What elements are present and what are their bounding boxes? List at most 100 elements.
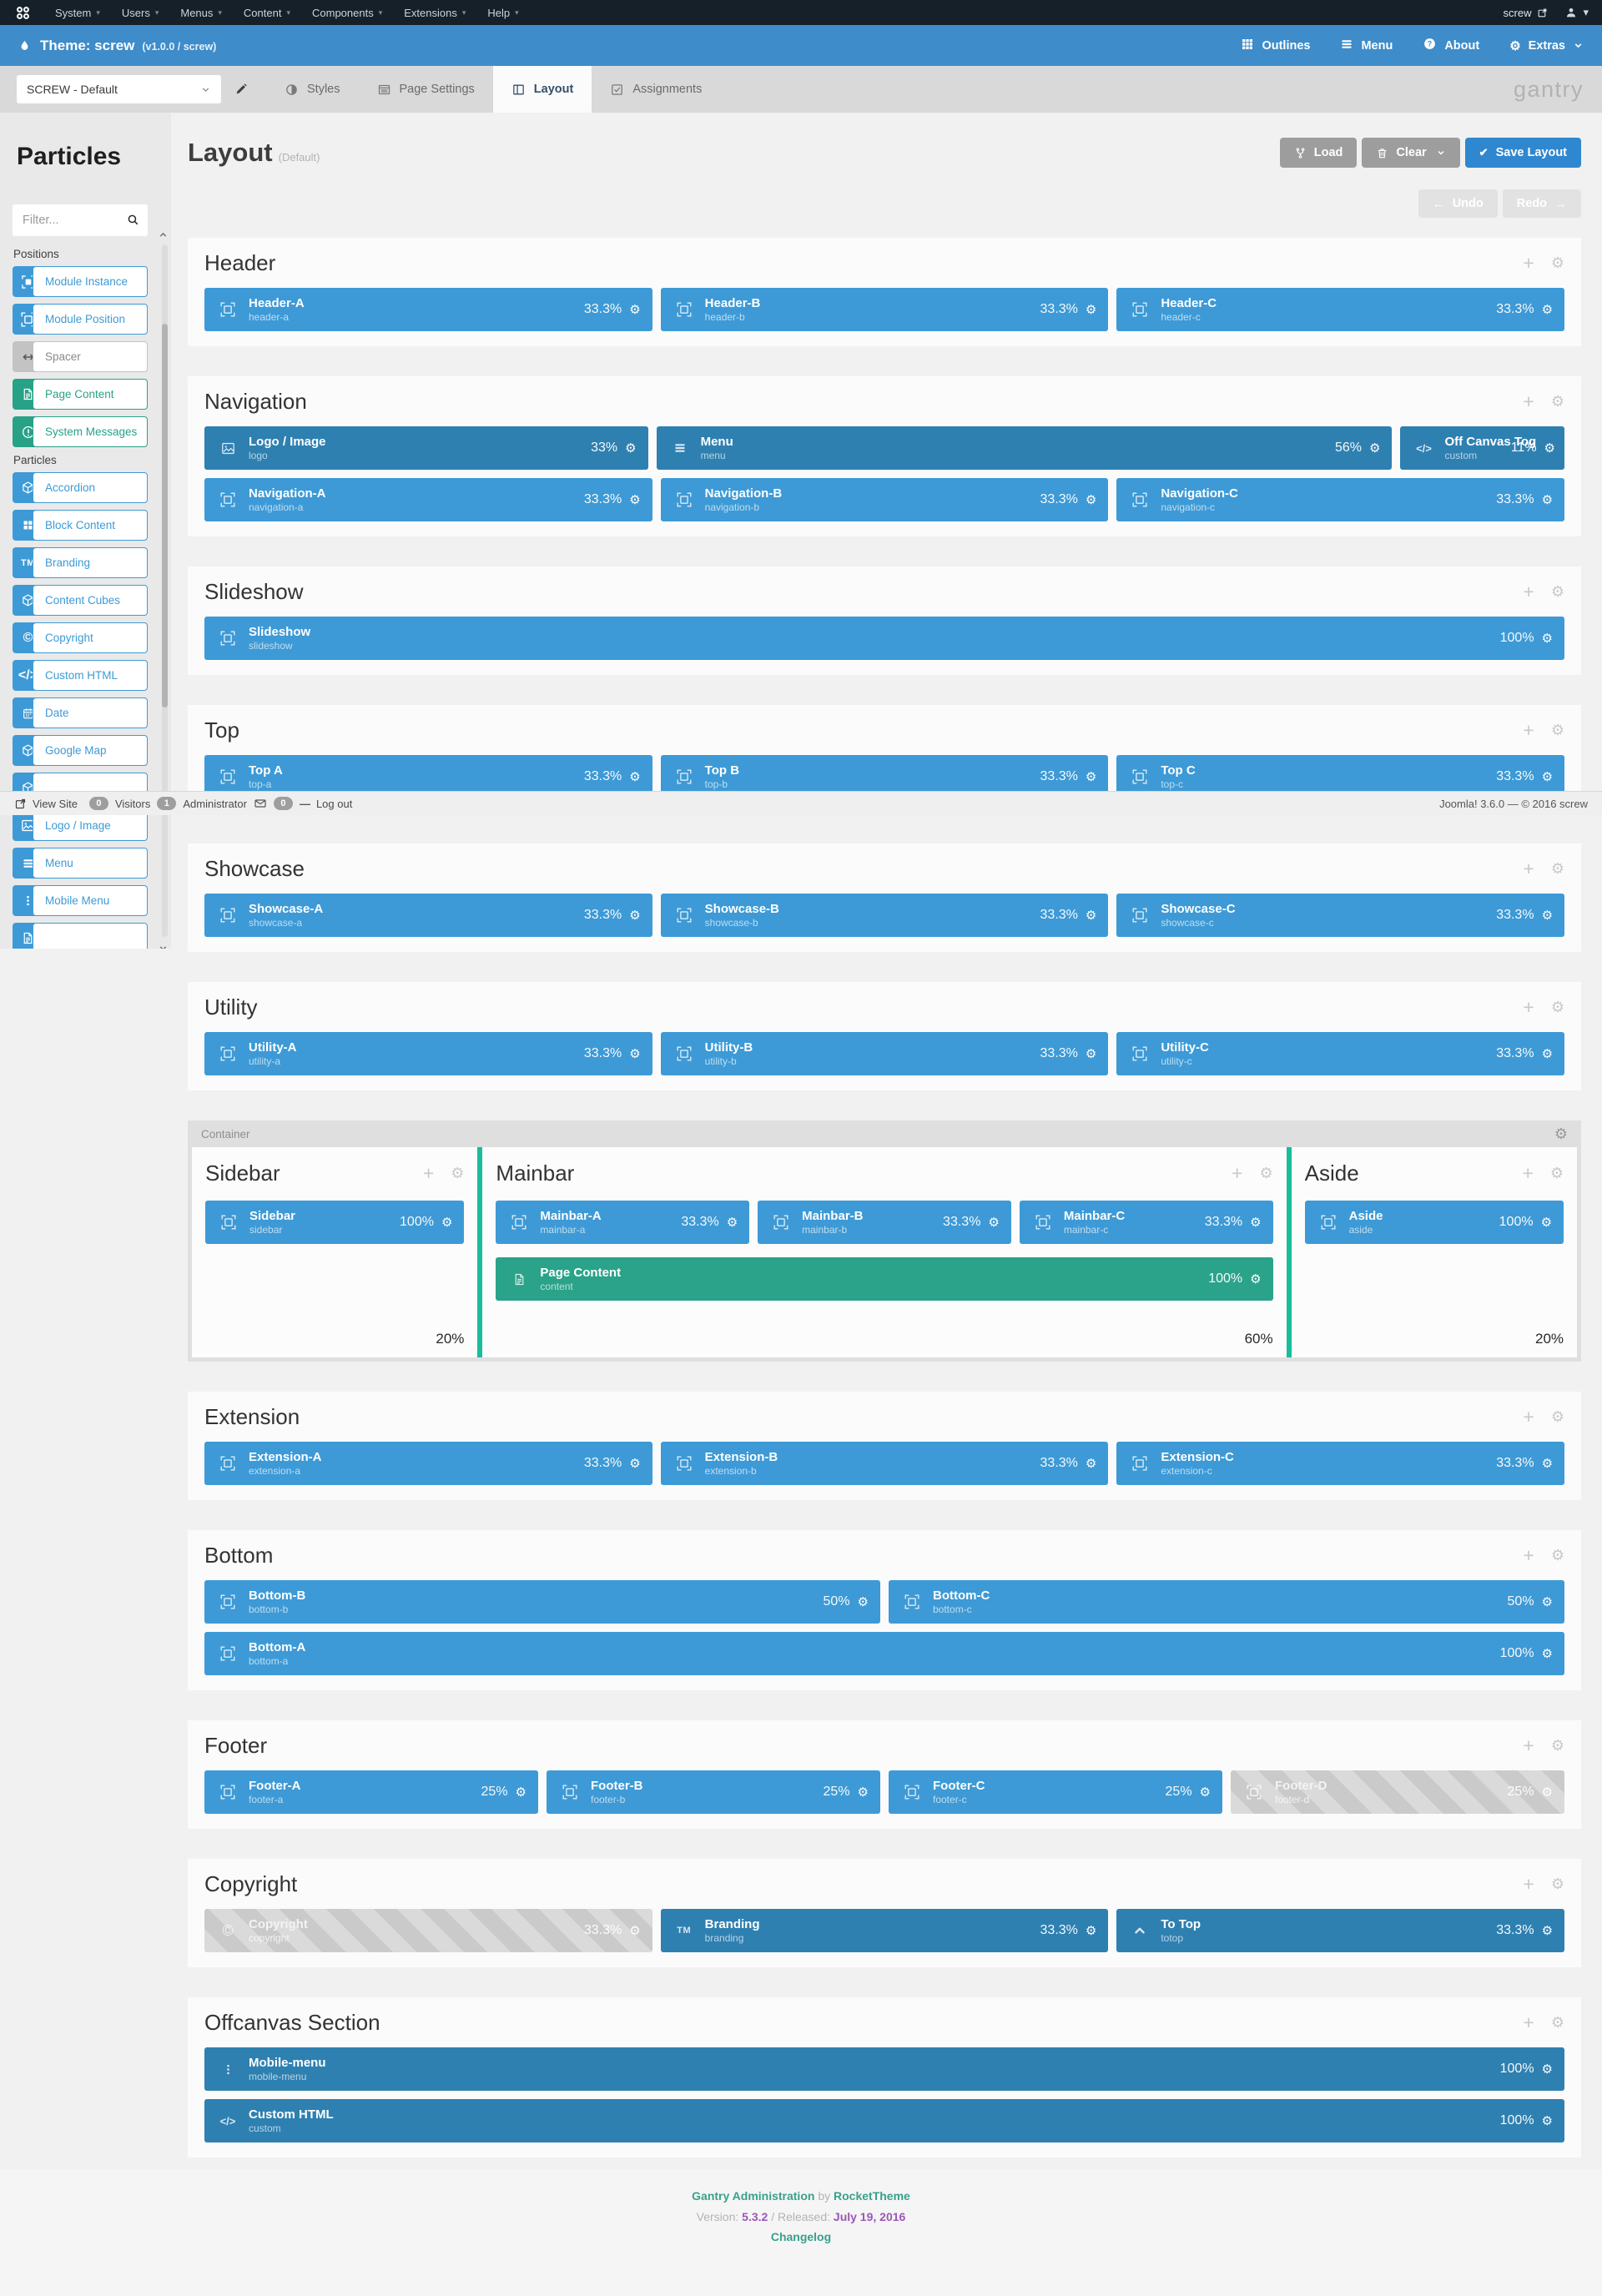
add-icon[interactable]: +: [1523, 390, 1534, 412]
gear-icon[interactable]: ⚙: [1541, 302, 1554, 317]
gear-icon[interactable]: ⚙: [1199, 1785, 1211, 1800]
add-icon[interactable]: +: [1523, 1543, 1534, 1566]
gear-icon[interactable]: ⚙: [726, 1215, 738, 1230]
layout-chip-footer-b[interactable]: Footer-B footer-b 25% ⚙: [547, 1770, 880, 1814]
gear-icon[interactable]: ⚙: [1541, 1594, 1553, 1609]
tab-styles[interactable]: Styles: [266, 66, 359, 113]
gear-icon[interactable]: ⚙: [629, 1456, 641, 1471]
undo-button[interactable]: ← Undo: [1418, 189, 1498, 218]
layout-chip-header-c[interactable]: Header-C header-c 33.3% ⚙: [1116, 288, 1565, 331]
layout-chip-utility-a[interactable]: Utility-A utility-a 33.3% ⚙: [204, 1032, 652, 1075]
gear-icon[interactable]: ⚙: [1085, 769, 1097, 784]
layout-chip-logo[interactable]: Logo / Image logo 33% ⚙: [204, 426, 648, 470]
admin-menu-components[interactable]: Components ▾: [301, 0, 393, 25]
particle-chip[interactable]: © Copyright: [13, 622, 148, 653]
tab-page-settings[interactable]: Page Settings: [359, 66, 493, 113]
user-menu[interactable]: ▾: [1564, 6, 1589, 19]
gear-icon[interactable]: ⚙: [1550, 583, 1564, 600]
layout-chip-bottom-c[interactable]: Bottom-C bottom-c 50% ⚙: [889, 1580, 1564, 1624]
gear-icon[interactable]: ⚙: [988, 1215, 1000, 1230]
tab-assignments[interactable]: Assignments: [592, 66, 720, 113]
particle-chip[interactable]: Menu: [13, 848, 148, 879]
gear-icon[interactable]: ⚙: [515, 1785, 526, 1800]
particle-chip[interactable]: Mobile Menu: [13, 885, 148, 916]
particle-chip[interactable]: [13, 923, 148, 949]
pencil-icon[interactable]: [234, 83, 248, 96]
particle-chip[interactable]: Logo / Image: [13, 810, 148, 841]
particle-chip[interactable]: System Messages: [13, 416, 148, 447]
gear-icon[interactable]: ⚙: [1369, 441, 1381, 456]
layout-chip-copyright[interactable]: © Copyright copyright 33.3% ⚙: [204, 1909, 652, 1952]
gear-icon[interactable]: ⚙: [1541, 2113, 1553, 2128]
add-icon[interactable]: +: [1523, 1405, 1534, 1427]
filter-input[interactable]: [13, 204, 148, 236]
gear-icon[interactable]: ⚙: [1550, 999, 1564, 1015]
gear-icon[interactable]: ⚙: [1085, 1456, 1097, 1471]
gear-icon[interactable]: ⚙: [1259, 1165, 1273, 1181]
gear-icon[interactable]: ⚙: [1541, 2062, 1553, 2077]
layout-chip-menu[interactable]: Menu menu 56% ⚙: [656, 426, 1393, 470]
add-icon[interactable]: +: [1523, 2011, 1534, 2033]
gear-icon[interactable]: ⚙: [1085, 492, 1097, 507]
layout-chip-branding[interactable]: TM Branding branding 33.3% ⚙: [660, 1909, 1109, 1952]
gear-icon[interactable]: ⚙: [1541, 769, 1554, 784]
themebar-action-extras[interactable]: ⚙ Extras: [1509, 38, 1584, 53]
particle-chip[interactable]: </> Custom HTML: [13, 660, 148, 691]
layout-chip-custom[interactable]: </> Custom HTML custom 100% ⚙: [204, 2099, 1564, 2142]
particle-chip[interactable]: Module Instance: [13, 266, 148, 297]
clear-button[interactable]: Clear: [1362, 138, 1460, 168]
add-icon[interactable]: +: [1523, 995, 1534, 1018]
gear-icon[interactable]: ⚙: [441, 1215, 453, 1230]
admin-menu-users[interactable]: Users ▾: [111, 0, 169, 25]
add-icon[interactable]: +: [1523, 718, 1534, 741]
layout-chip-mainbar-a[interactable]: Mainbar-A mainbar-a 33.3% ⚙: [496, 1201, 750, 1244]
gear-icon[interactable]: ⚙: [1550, 393, 1564, 410]
changelog-link[interactable]: Changelog: [770, 2230, 832, 2243]
particle-chip[interactable]: Page Content: [13, 379, 148, 410]
gear-icon[interactable]: ⚙: [1085, 1046, 1097, 1061]
gear-icon[interactable]: ⚙: [1541, 1046, 1554, 1061]
particle-chip[interactable]: Accordion: [13, 472, 148, 503]
layout-chip-footer-c[interactable]: Footer-C footer-c 25% ⚙: [889, 1770, 1222, 1814]
layout-chip-navigation-b[interactable]: Navigation-B navigation-b 33.3% ⚙: [660, 478, 1109, 521]
tab-layout[interactable]: Layout: [492, 66, 592, 113]
layout-chip-sidebar[interactable]: Sidebar sidebar 100% ⚙: [205, 1201, 465, 1244]
admin-menu-help[interactable]: Help ▾: [476, 0, 529, 25]
gear-icon[interactable]: ⚙: [1541, 492, 1554, 507]
layout-chip-footer-d[interactable]: Footer-D footer-d 25% ⚙: [1231, 1770, 1564, 1814]
layout-chip-showcase-c[interactable]: Showcase-C showcase-c 33.3% ⚙: [1116, 894, 1565, 937]
layout-chip-slideshow[interactable]: Slideshow slideshow 100% ⚙: [204, 617, 1564, 660]
sidebar-scrollbar-thumb[interactable]: [162, 324, 168, 707]
add-icon[interactable]: +: [422, 1161, 435, 1184]
gear-icon[interactable]: ⚙: [1541, 1923, 1554, 1938]
gear-icon[interactable]: ⚙: [629, 492, 641, 507]
add-icon[interactable]: +: [1523, 580, 1534, 602]
gear-icon[interactable]: ⚙: [1550, 722, 1564, 738]
gear-icon[interactable]: ⚙: [1541, 1646, 1553, 1661]
gear-icon[interactable]: ⚙: [629, 1923, 641, 1938]
gear-icon[interactable]: ⚙: [857, 1594, 869, 1609]
layout-chip-extension-b[interactable]: Extension-B extension-b 33.3% ⚙: [660, 1442, 1109, 1485]
layout-chip-utility-c[interactable]: Utility-C utility-c 33.3% ⚙: [1116, 1032, 1565, 1075]
layout-chip-bottom-b[interactable]: Bottom-B bottom-b 50% ⚙: [204, 1580, 880, 1624]
gear-icon[interactable]: ⚙: [1550, 1408, 1564, 1425]
admin-menu-extensions[interactable]: Extensions ▾: [393, 0, 476, 25]
gear-icon[interactable]: ⚙: [1085, 1923, 1097, 1938]
add-icon[interactable]: +: [1522, 1161, 1534, 1184]
add-icon[interactable]: +: [1232, 1161, 1243, 1184]
layout-chip-navigation-a[interactable]: Navigation-A navigation-a 33.3% ⚙: [204, 478, 652, 521]
layout-chip-content[interactable]: Page Content content 100% ⚙: [496, 1257, 1273, 1301]
layout-chip-mainbar-b[interactable]: Mainbar-B mainbar-b 33.3% ⚙: [758, 1201, 1011, 1244]
add-icon[interactable]: +: [1523, 1734, 1534, 1756]
gear-icon[interactable]: ⚙: [629, 302, 641, 317]
gear-icon[interactable]: ⚙: [1550, 2014, 1564, 2031]
add-icon[interactable]: +: [1523, 1872, 1534, 1895]
resize-handle[interactable]: [1286, 1147, 1292, 1357]
particle-chip[interactable]: Google Map: [13, 735, 148, 766]
layout-chip-custom[interactable]: </> Off Canvas Tog custom 11% ⚙: [1400, 426, 1564, 470]
gear-icon[interactable]: ⚙: [1085, 302, 1097, 317]
envelope-icon[interactable]: [254, 797, 267, 810]
gear-icon[interactable]: ⚙: [1540, 1215, 1553, 1230]
redo-button[interactable]: Redo →: [1502, 189, 1581, 218]
particle-chip[interactable]: Spacer: [13, 341, 148, 372]
